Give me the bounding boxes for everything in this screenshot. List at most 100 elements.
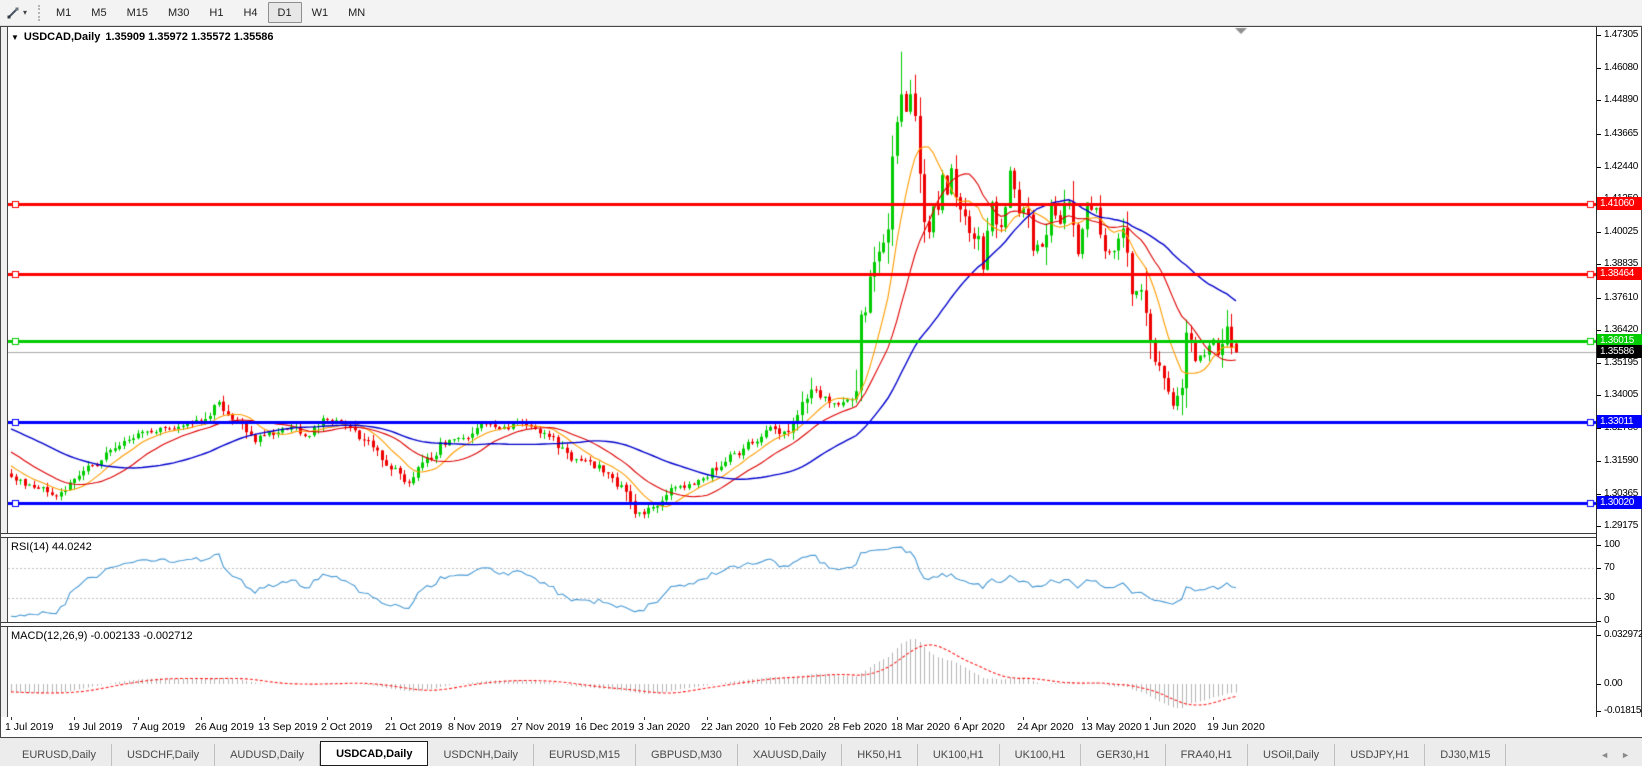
- pane-splitter[interactable]: [1, 533, 1596, 538]
- price-axis-label: 1.47305: [1597, 29, 1642, 41]
- date-axis-label: 8 Nov 2019: [448, 721, 502, 733]
- tab-usdjpy-h1[interactable]: USDJPY,H1: [1335, 744, 1426, 766]
- date-tick-mark: [74, 717, 75, 720]
- timeframe-button-h4[interactable]: H4: [243, 6, 258, 19]
- timeframe-button-m1[interactable]: M1: [56, 6, 72, 19]
- price-axis-label: 1.43665: [1597, 128, 1642, 140]
- price-axis-label: 1.35195: [1597, 357, 1642, 369]
- hline-price-tag[interactable]: 1.36015: [1597, 333, 1642, 347]
- drawing-tools-icon[interactable]: [4, 4, 22, 22]
- date-axis-label: 1 Jun 2020: [1144, 721, 1196, 733]
- date-axis-label: 13 May 2020: [1081, 721, 1142, 733]
- date-axis-label: 2 Oct 2019: [321, 721, 373, 733]
- date-axis-label: 13 Sep 2019: [258, 721, 318, 733]
- chart-ohlc-values: 1.35909 1.35972 1.35572 1.35586: [105, 31, 274, 43]
- timeframe-button-m5[interactable]: M5: [91, 6, 107, 19]
- date-axis-label: 10 Feb 2020: [764, 721, 823, 733]
- date-axis-label: 3 Jan 2020: [638, 721, 690, 733]
- symbol-dropdown-icon[interactable]: ▼: [11, 32, 19, 42]
- date-axis-label: 28 Feb 2020: [828, 721, 887, 733]
- window-left-strip: [1, 27, 8, 717]
- tab-audusd-daily[interactable]: AUDUSD,Daily: [215, 744, 321, 766]
- price-axis-label: 1.37610: [1597, 292, 1642, 304]
- arrow-left-icon[interactable]: ◄: [1600, 750, 1610, 760]
- rsi-axis-label: 30: [1597, 592, 1642, 604]
- price-axis-label: 1.40025: [1597, 226, 1642, 238]
- pane-splitter[interactable]: [1, 622, 1596, 627]
- rsi-indicator-label: RSI(14) 44.0242: [11, 541, 92, 553]
- tab-eurusd-daily[interactable]: EURUSD,Daily: [7, 744, 112, 766]
- toolbar-grip: [38, 4, 41, 21]
- tab-fra40-h1[interactable]: FRA40,H1: [1166, 744, 1248, 766]
- timeframe-button-d1[interactable]: D1: [267, 2, 302, 23]
- chart-tab-bar: EURUSD,Daily USDCHF,Daily AUDUSD,Daily USDC…: [0, 739, 1642, 766]
- date-tick-mark: [327, 717, 328, 720]
- date-tick-mark: [454, 717, 455, 720]
- chart-symbol-label: USDCAD,Daily: [23, 31, 101, 43]
- tab-dj30-m15[interactable]: DJ30,M15: [1425, 744, 1507, 766]
- rsi-axis-label: 0: [1597, 615, 1642, 627]
- rsi-axis-label: 70: [1597, 562, 1642, 574]
- hline-price-tag[interactable]: 1.30020: [1597, 496, 1642, 510]
- price-axis-label: 1.46080: [1597, 62, 1642, 74]
- tab-gbpusd-m30[interactable]: GBPUSD,M30: [636, 744, 738, 766]
- timeframe-toolbar: M1 M5 M15 M30 H1 H4 D1 W1 MN: [46, 2, 375, 23]
- date-tick-mark: [581, 717, 582, 720]
- date-tick-mark: [1150, 717, 1151, 720]
- rsi-axis-label: 100: [1597, 539, 1642, 551]
- date-axis-label: 6 Apr 2020: [954, 721, 1005, 733]
- timeframe-button-h1[interactable]: H1: [209, 6, 224, 19]
- current-price-tag: 1.35586: [1597, 345, 1642, 359]
- drawing-tool-group[interactable]: ▾: [0, 4, 34, 22]
- price-axis-label: 1.42440: [1597, 161, 1642, 173]
- date-axis-label: 22 Jan 2020: [701, 721, 759, 733]
- macd-axis-label: -0.018154: [1597, 705, 1642, 717]
- tab-uk100-h1[interactable]: UK100,H1: [918, 744, 1000, 766]
- tab-usdchf-daily[interactable]: USDCHF,Daily: [112, 744, 216, 766]
- date-tick-mark: [517, 717, 518, 720]
- chart-title: ▼ USDCAD,Daily 1.35909 1.35972 1.35572 1…: [11, 31, 274, 43]
- tab-hk50-h1[interactable]: HK50,H1: [842, 744, 918, 766]
- date-tick-mark: [897, 717, 898, 720]
- date-tick-mark: [11, 717, 12, 720]
- date-axis-label: 19 Jun 2020: [1207, 721, 1265, 733]
- date-axis-label: 1 Jul 2019: [5, 721, 54, 733]
- hline-price-tag[interactable]: 1.33011: [1597, 415, 1642, 429]
- timeframe-button-m30[interactable]: M30: [167, 6, 190, 19]
- date-axis-label: 27 Nov 2019: [511, 721, 571, 733]
- price-axis-label: 1.29175: [1597, 520, 1642, 532]
- macd-axis-label: 0.032972: [1597, 629, 1642, 641]
- tab-scroll-arrows: ◄ ►: [1600, 750, 1642, 766]
- date-tick-mark: [138, 717, 139, 720]
- hline-price-tag[interactable]: 1.38464: [1597, 267, 1642, 281]
- date-tick-mark: [770, 717, 771, 720]
- date-axis-label: 16 Dec 2019: [575, 721, 635, 733]
- price-axis-label: 1.31590: [1597, 455, 1642, 467]
- top-toolbar: ▾ M1 M5 M15 M30 H1 H4 D1 W1 MN: [0, 0, 1642, 26]
- tab-eurusd-m15[interactable]: EURUSD,M15: [534, 744, 636, 766]
- price-axis-label: 1.34005: [1597, 389, 1642, 401]
- rsi-pane-canvas[interactable]: [8, 538, 1596, 622]
- tab-xauusd-daily[interactable]: XAUUSD,Daily: [738, 744, 843, 766]
- price-chart-canvas[interactable]: [8, 27, 1596, 533]
- date-tick-mark: [264, 717, 265, 720]
- date-tick-mark: [960, 717, 961, 720]
- timeframe-button-m15[interactable]: M15: [126, 6, 148, 19]
- arrow-right-icon[interactable]: ►: [1621, 750, 1630, 760]
- date-axis-label: 7 Aug 2019: [132, 721, 186, 733]
- chevron-down-icon[interactable]: ▾: [23, 8, 28, 17]
- macd-axis-label: 0.00: [1597, 678, 1642, 690]
- price-axis-label: 1.30365: [1597, 488, 1642, 500]
- timeframe-button-w1[interactable]: W1: [311, 6, 329, 19]
- tab-ger30-h1[interactable]: GER30,H1: [1081, 744, 1166, 766]
- date-axis-label: 18 Mar 2020: [891, 721, 950, 733]
- tab-uk100-h1[interactable]: UK100,H1: [1000, 744, 1082, 766]
- date-tick-mark: [644, 717, 645, 720]
- hline-price-tag[interactable]: 1.41060: [1597, 197, 1642, 211]
- tab-usoil-daily[interactable]: USOil,Daily: [1248, 744, 1336, 766]
- date-axis: 1 Jul 2019 19 Jul 2019 7 Aug 2019 26 Aug 20…: [1, 717, 1642, 737]
- timeframe-button-mn[interactable]: MN: [348, 6, 366, 19]
- macd-pane-canvas[interactable]: [8, 627, 1596, 717]
- tab-usdcad-daily[interactable]: USDCAD,Daily: [320, 741, 429, 766]
- tab-usdcnh-daily[interactable]: USDCNH,Daily: [428, 744, 535, 766]
